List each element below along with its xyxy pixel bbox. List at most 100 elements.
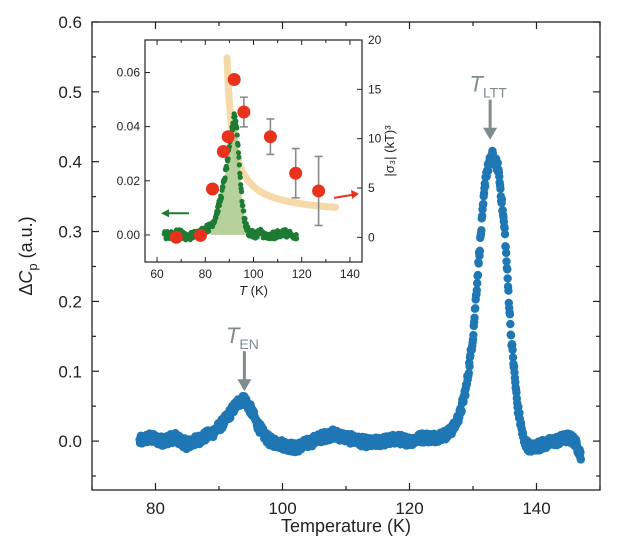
y-axis-title-prefix: Δ (16, 284, 36, 296)
inset-green-point (294, 235, 300, 242)
y-axis-title-sub: p (25, 263, 40, 270)
data-point (461, 391, 470, 400)
data-point (497, 195, 507, 204)
y-tick-label: 0.5 (58, 83, 82, 102)
data-point (501, 248, 511, 258)
data-point (503, 274, 512, 283)
y-tick-label: 0.6 (58, 13, 82, 32)
inset-green-point (236, 162, 242, 168)
inset-green-point (233, 118, 239, 124)
data-point (473, 270, 483, 280)
data-point (508, 345, 517, 354)
inset-red-point (193, 228, 207, 242)
data-point (505, 310, 515, 319)
inset-y-tick-label-right: 5 (368, 181, 375, 195)
inset-red-point (237, 105, 251, 119)
inset-y-tick-label-right: 15 (368, 82, 382, 96)
inset-x-tick-label: 120 (292, 267, 312, 281)
inset-plot: 60 80 100 120 140 0.00 0.02 0.04 0.06 0 5 10 15 20 T (… (117, 33, 397, 298)
inset-green-point (215, 208, 221, 214)
inset-red-points (169, 72, 326, 244)
data-point (475, 246, 485, 256)
inset-green-point (216, 202, 223, 209)
data-point (464, 368, 474, 378)
inset-frame (144, 39, 363, 263)
inset-green-point (238, 189, 245, 195)
data-point (469, 330, 478, 340)
inset-x-tick-label: 60 (150, 267, 164, 281)
inset-green-point (225, 156, 231, 162)
annotation-arrow-head (237, 379, 252, 392)
x-tick-label: 80 (146, 499, 165, 518)
inset-green-point (237, 170, 243, 176)
inset-y-tick-label-right: 20 (368, 33, 382, 47)
data-point (479, 199, 488, 209)
annotation-label: TLTT (469, 72, 507, 101)
data-point (477, 211, 487, 221)
inset-y-tick-label-right: 0 (368, 230, 375, 244)
data-point (465, 362, 474, 371)
inset-green-point (242, 216, 248, 222)
inset-green-point (205, 228, 212, 234)
data-point (472, 279, 482, 288)
data-point (576, 455, 586, 464)
annotation-label-sub: LTT (483, 85, 507, 101)
data-point (474, 259, 483, 268)
annotation-arrow-head (483, 127, 498, 140)
x-axis-title: Temperature (K) (281, 516, 411, 536)
inset-green-point (239, 198, 245, 205)
inset-green-point (240, 202, 246, 209)
data-point (480, 181, 490, 191)
red-arrow-head (351, 189, 359, 199)
y-tick-label: 0.4 (58, 153, 82, 172)
inset-y-tick-label-right: 10 (368, 132, 382, 146)
inset-green-point (236, 154, 242, 160)
data-point (496, 184, 505, 193)
inset-x-tick-label: 80 (199, 267, 213, 281)
inset-y-tick-label-left: 0.06 (117, 65, 141, 79)
inset-green-point (235, 142, 241, 148)
y-axis-title-var: C (16, 270, 36, 284)
inset-green-point (220, 184, 226, 190)
inset-red-point (263, 130, 277, 144)
inset-red-point (206, 182, 220, 196)
data-point (500, 229, 510, 239)
inset-green-point (234, 132, 240, 138)
data-point (506, 319, 515, 329)
data-point (502, 257, 511, 266)
main-data-points (135, 146, 586, 464)
data-point (501, 242, 510, 252)
y-tick-label: 0.0 (58, 432, 82, 451)
data-point (470, 313, 479, 322)
data-point (493, 158, 502, 168)
data-point (576, 448, 585, 457)
y-axis-title: ΔCp (a.u.) (16, 216, 40, 295)
y-tick-label: 0.1 (58, 362, 82, 381)
data-point (506, 331, 516, 340)
inset-guide-curve (223, 54, 339, 211)
inset-y-tick-label-left: 0.00 (117, 228, 141, 242)
data-point (457, 406, 466, 416)
data-point (471, 304, 480, 313)
red-arrow-shaft (333, 193, 353, 199)
data-point (500, 223, 509, 233)
inset-green-point (293, 232, 299, 238)
inset-x-axis-title: T (K) (239, 283, 268, 298)
annotation-label-sub: EN (239, 336, 258, 352)
inset-red-point (289, 166, 303, 180)
data-point (509, 362, 519, 371)
inset-red-point (169, 230, 183, 244)
x-tick-label: 100 (268, 499, 296, 518)
inset-green-point (222, 175, 228, 181)
x-tick-label: 140 (522, 499, 550, 518)
inset-right-axis-title: |σ₃| (kT)³ (382, 125, 397, 177)
y-tick-label: 0.3 (58, 223, 82, 242)
annotation-label-var: T (469, 72, 484, 97)
inset-green-point (241, 208, 247, 214)
inset-plot-area (161, 54, 339, 244)
data-point (503, 265, 512, 274)
main-plot: 80 100 120 1400.00.10.20.30.40.50.6Temperat… (16, 13, 601, 536)
inset-x-axis-title-var: T (239, 283, 248, 298)
inset-red-point (216, 144, 230, 158)
